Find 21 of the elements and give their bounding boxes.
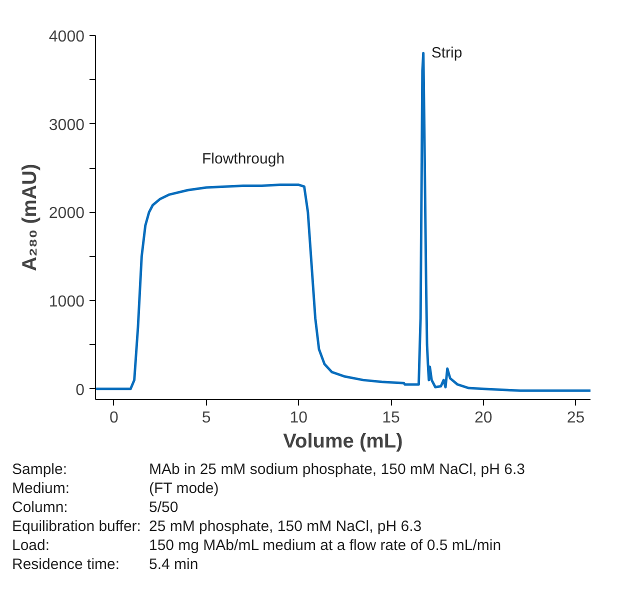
x-axis-title: Volume (mL)	[283, 430, 403, 452]
text: Medium: (FT mode)	[12, 480, 219, 497]
x-tick-label: 15	[382, 410, 400, 426]
x-tick-label: 20	[474, 410, 492, 426]
y-tick-label: 3000	[48, 116, 85, 134]
text: Residence time: 5.4 min	[12, 556, 198, 573]
text: Column: 5/50	[12, 499, 178, 516]
y-tick-label: 4000	[48, 28, 85, 46]
y-axis-title: A₂₈₀ (mAU)	[18, 164, 41, 272]
y-tick-label: 0	[76, 382, 85, 399]
x-tick-label: 10	[290, 410, 308, 426]
text: Equilibration buffer: 25 mM phosphate, 150 mM NaCl, pH 6.3	[12, 517, 423, 536]
x-tick-label: 0	[110, 410, 119, 426]
x-tick-label: 25	[566, 410, 585, 426]
annotation: Flowthrough	[202, 150, 285, 168]
annotation: Strip	[431, 44, 462, 62]
x-tick-label: 5	[202, 410, 211, 426]
text: Load: 150 mg MAb/mL medium at a flow rate of 0.5 mL/min	[12, 537, 502, 554]
y-tick-label: 1000	[48, 294, 85, 311]
y-tick-label: 2000	[48, 205, 85, 222]
text: Sample: MAb in 25 mM sodium phosphate, 150 mM NaCl, pH 6.3	[12, 461, 525, 478]
